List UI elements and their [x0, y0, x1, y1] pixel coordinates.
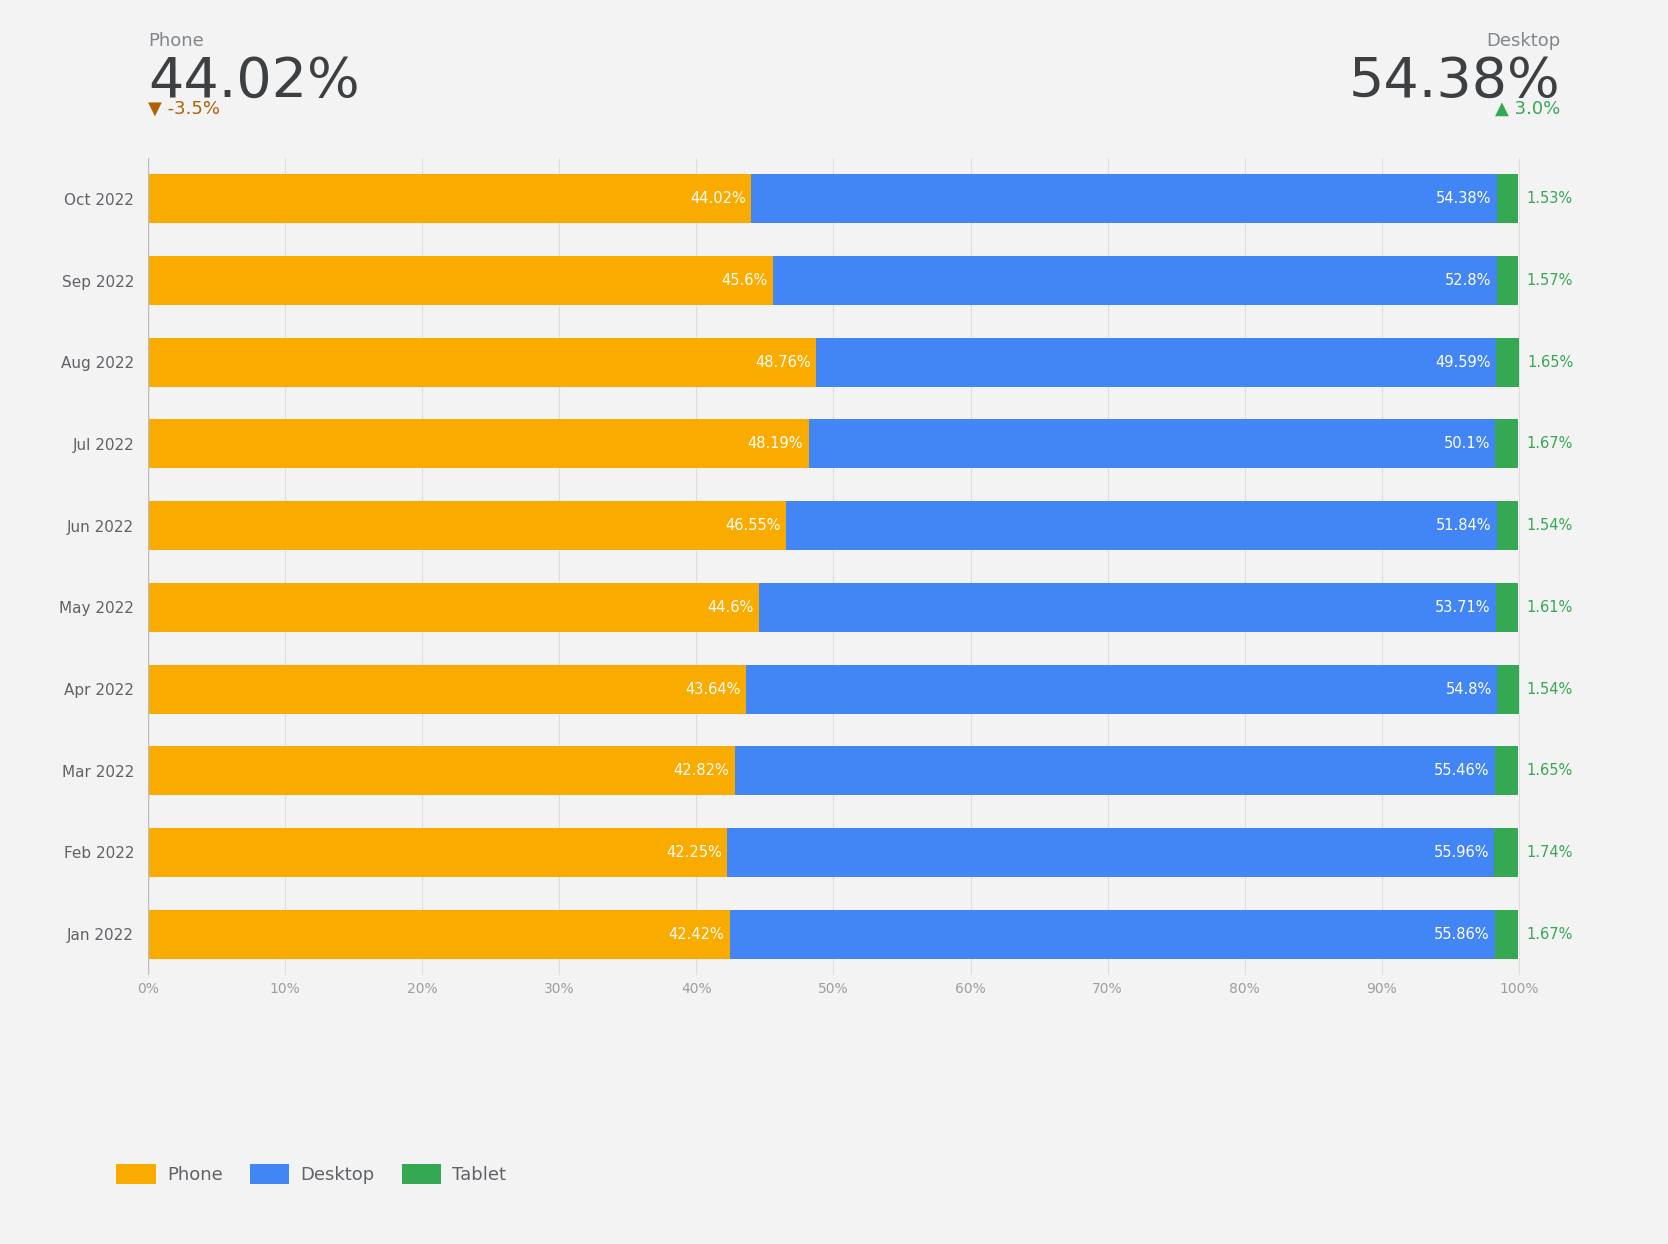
Bar [752, 174, 1496, 224]
Text: 42.82%: 42.82% [674, 764, 729, 779]
Text: 1.57%: 1.57% [1526, 272, 1573, 289]
Bar [727, 829, 1495, 877]
Bar [148, 829, 727, 877]
Bar [786, 501, 1496, 550]
Text: 53.71%: 53.71% [1434, 600, 1490, 615]
Text: 48.76%: 48.76% [756, 355, 811, 369]
Bar [148, 501, 1520, 550]
Text: ▼ -3.5%: ▼ -3.5% [148, 100, 220, 118]
Text: 51.84%: 51.84% [1436, 519, 1491, 534]
Bar [148, 419, 809, 469]
Text: 50.1%: 50.1% [1443, 437, 1490, 452]
Text: 55.96%: 55.96% [1433, 845, 1490, 860]
Legend: Phone, Desktop, Tablet: Phone, Desktop, Tablet [108, 1157, 514, 1191]
Text: 49.59%: 49.59% [1434, 355, 1491, 369]
Bar [148, 583, 1520, 632]
Bar [1495, 909, 1518, 959]
Text: Phone: Phone [148, 32, 203, 50]
Text: 46.55%: 46.55% [726, 519, 781, 534]
Bar [736, 746, 1495, 795]
Bar [148, 501, 786, 550]
Bar [148, 256, 1520, 305]
Text: 42.42%: 42.42% [669, 927, 724, 942]
Bar [1496, 419, 1518, 469]
Bar [1498, 664, 1518, 714]
Text: 54.8%: 54.8% [1446, 682, 1491, 697]
Text: 1.74%: 1.74% [1526, 845, 1573, 860]
Text: 45.6%: 45.6% [721, 272, 767, 289]
Text: 1.65%: 1.65% [1528, 355, 1573, 369]
Text: 52.8%: 52.8% [1444, 272, 1491, 289]
Bar [148, 746, 1520, 795]
Bar [148, 909, 1520, 959]
Bar [148, 829, 1520, 877]
Bar [148, 419, 1520, 469]
Bar [1495, 746, 1518, 795]
Bar [148, 909, 729, 959]
Bar [148, 337, 1520, 387]
Bar [148, 174, 1520, 224]
Bar [809, 419, 1496, 469]
Text: 44.02%: 44.02% [148, 55, 360, 109]
Bar [729, 909, 1495, 959]
Bar [746, 664, 1498, 714]
Text: 54.38%: 54.38% [1436, 192, 1491, 207]
Text: 1.54%: 1.54% [1526, 682, 1573, 697]
Text: 55.46%: 55.46% [1434, 764, 1490, 779]
Bar [1496, 174, 1518, 224]
Bar [1496, 256, 1518, 305]
Text: ▲ 3.0%: ▲ 3.0% [1495, 100, 1560, 118]
Text: 1.61%: 1.61% [1526, 600, 1573, 615]
Bar [148, 583, 759, 632]
Text: 43.64%: 43.64% [686, 682, 741, 697]
Bar [1496, 583, 1518, 632]
Bar [1496, 337, 1520, 387]
Text: 48.19%: 48.19% [747, 437, 802, 452]
Bar [1495, 829, 1518, 877]
Text: 54.38%: 54.38% [1348, 55, 1560, 109]
Bar [816, 337, 1496, 387]
Bar [148, 174, 752, 224]
Bar [774, 256, 1496, 305]
Bar [148, 337, 816, 387]
Text: 44.6%: 44.6% [707, 600, 754, 615]
Text: 55.86%: 55.86% [1434, 927, 1490, 942]
Text: 1.67%: 1.67% [1526, 927, 1573, 942]
Bar [148, 256, 774, 305]
Text: 42.25%: 42.25% [666, 845, 722, 860]
Text: 1.65%: 1.65% [1526, 764, 1573, 779]
Bar [148, 664, 746, 714]
Text: 1.54%: 1.54% [1526, 519, 1573, 534]
Bar [759, 583, 1496, 632]
Text: 44.02%: 44.02% [691, 192, 746, 207]
Text: 1.67%: 1.67% [1526, 437, 1573, 452]
Bar [148, 664, 1520, 714]
Bar [1496, 501, 1518, 550]
Text: Desktop: Desktop [1486, 32, 1560, 50]
Bar [148, 746, 736, 795]
Text: 1.53%: 1.53% [1526, 192, 1573, 207]
